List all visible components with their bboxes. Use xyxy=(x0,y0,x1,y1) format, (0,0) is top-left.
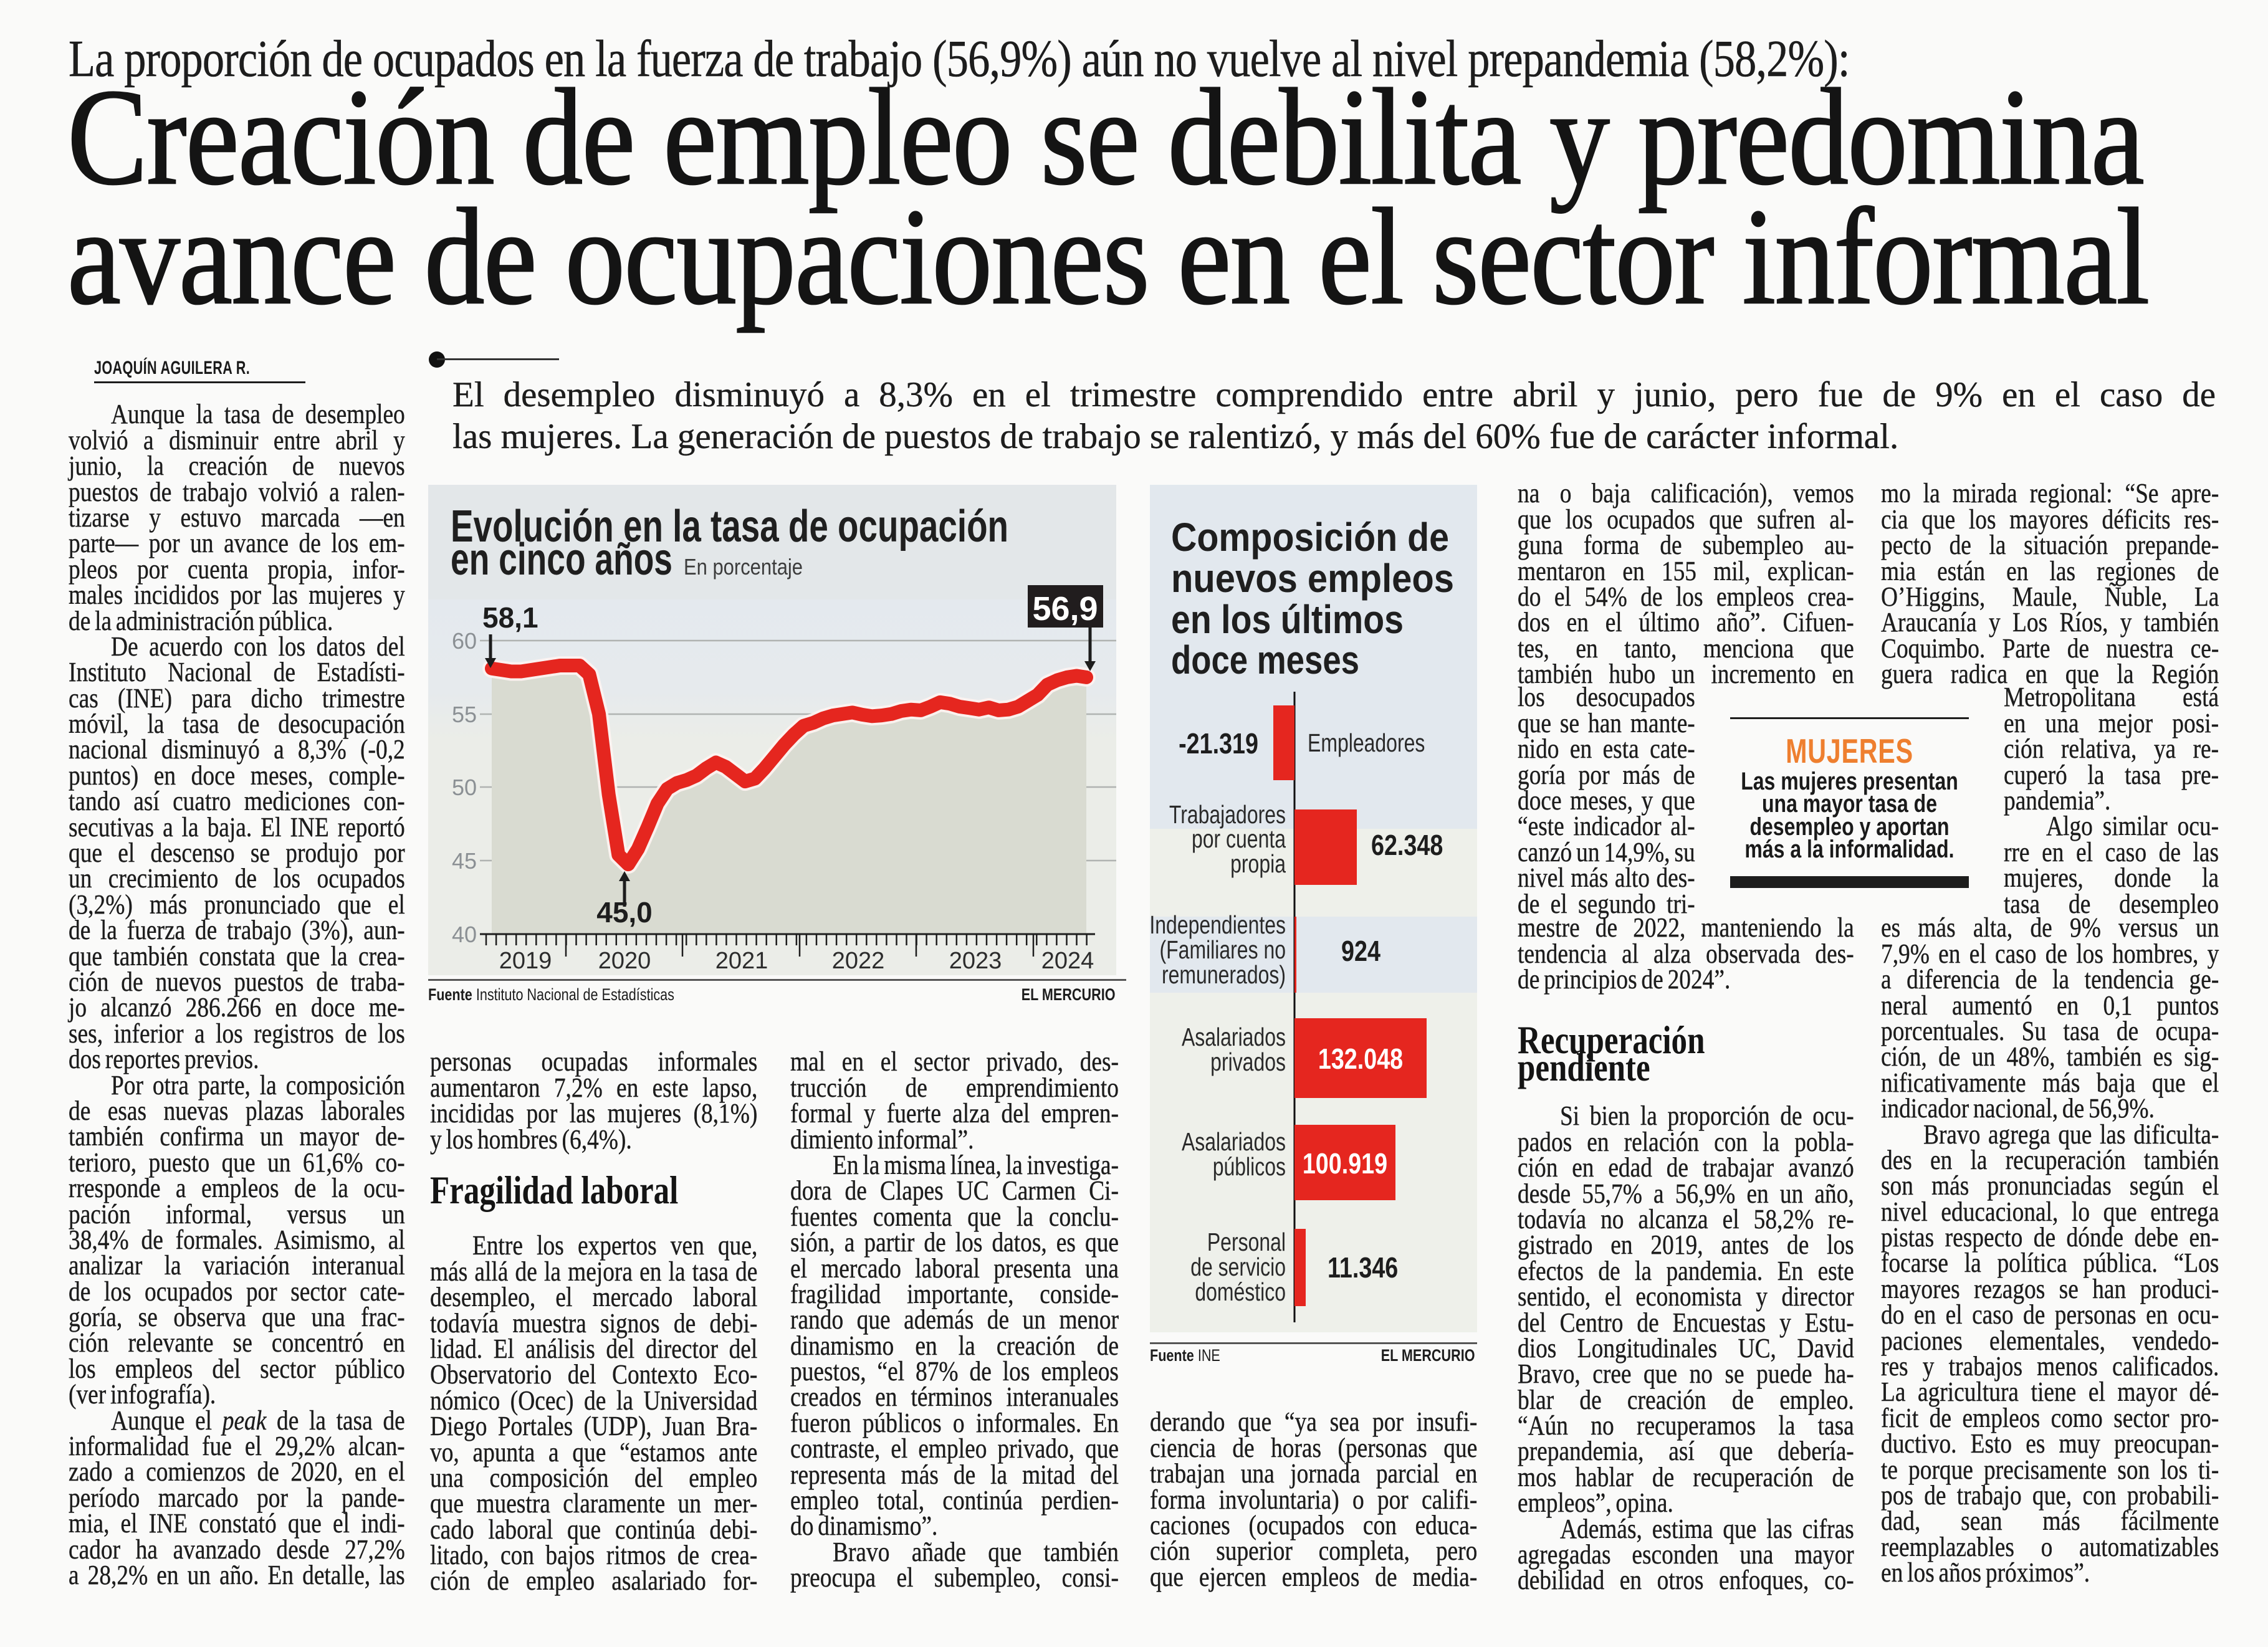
svg-text:2024: 2024 xyxy=(1041,948,1094,974)
svg-text:(Familiares no: (Familiares no xyxy=(1160,935,1286,964)
svg-text:Independientes: Independientes xyxy=(1149,910,1286,939)
svg-text:Composición de: Composición de xyxy=(1171,515,1449,560)
svg-text:56,9: 56,9 xyxy=(1032,590,1098,628)
svg-text:doce meses: doce meses xyxy=(1171,637,1359,682)
svg-text:-21.319: -21.319 xyxy=(1179,727,1258,759)
svg-text:en cinco años: en cinco años xyxy=(451,535,672,585)
svg-text:2020: 2020 xyxy=(598,948,651,974)
svg-text:45: 45 xyxy=(452,848,477,874)
svg-text:nuevos empleos: nuevos empleos xyxy=(1171,556,1454,601)
svg-text:Asalariados: Asalariados xyxy=(1182,1127,1286,1156)
svg-text:2023: 2023 xyxy=(949,948,1002,974)
svg-text:60: 60 xyxy=(452,628,477,654)
svg-text:remunerados): remunerados) xyxy=(1162,960,1286,989)
svg-text:Personal: Personal xyxy=(1207,1228,1286,1256)
svg-text:2019: 2019 xyxy=(499,948,552,974)
svg-text:de servicio: de servicio xyxy=(1190,1253,1286,1281)
svg-text:11.346: 11.346 xyxy=(1328,1251,1398,1283)
svg-text:por cuenta: por cuenta xyxy=(1192,824,1286,853)
svg-text:En porcentaje: En porcentaje xyxy=(684,554,803,580)
svg-text:propia: propia xyxy=(1230,849,1286,878)
svg-text:Evolución en la tasa de ocupac: Evolución en la tasa de ocupación xyxy=(451,502,1008,551)
svg-text:2021: 2021 xyxy=(715,948,768,974)
svg-text:Asalariados: Asalariados xyxy=(1182,1023,1286,1051)
svg-text:en los últimos: en los últimos xyxy=(1171,597,1404,642)
svg-text:55: 55 xyxy=(452,702,477,727)
svg-text:58,1: 58,1 xyxy=(482,601,538,634)
svg-text:2022: 2022 xyxy=(832,948,885,974)
svg-text:públicos: públicos xyxy=(1213,1152,1286,1181)
svg-text:Empleadores: Empleadores xyxy=(1308,728,1425,757)
svg-text:924: 924 xyxy=(1341,935,1380,967)
svg-text:40: 40 xyxy=(452,922,477,947)
svg-text:doméstico: doméstico xyxy=(1195,1277,1286,1306)
svg-text:50: 50 xyxy=(452,775,477,800)
svg-text:Trabajadores: Trabajadores xyxy=(1169,800,1286,829)
svg-text:132.048: 132.048 xyxy=(1318,1043,1403,1074)
svg-text:62.348: 62.348 xyxy=(1371,829,1443,861)
svg-text:privados: privados xyxy=(1210,1048,1286,1076)
svg-text:100.919: 100.919 xyxy=(1303,1147,1387,1179)
